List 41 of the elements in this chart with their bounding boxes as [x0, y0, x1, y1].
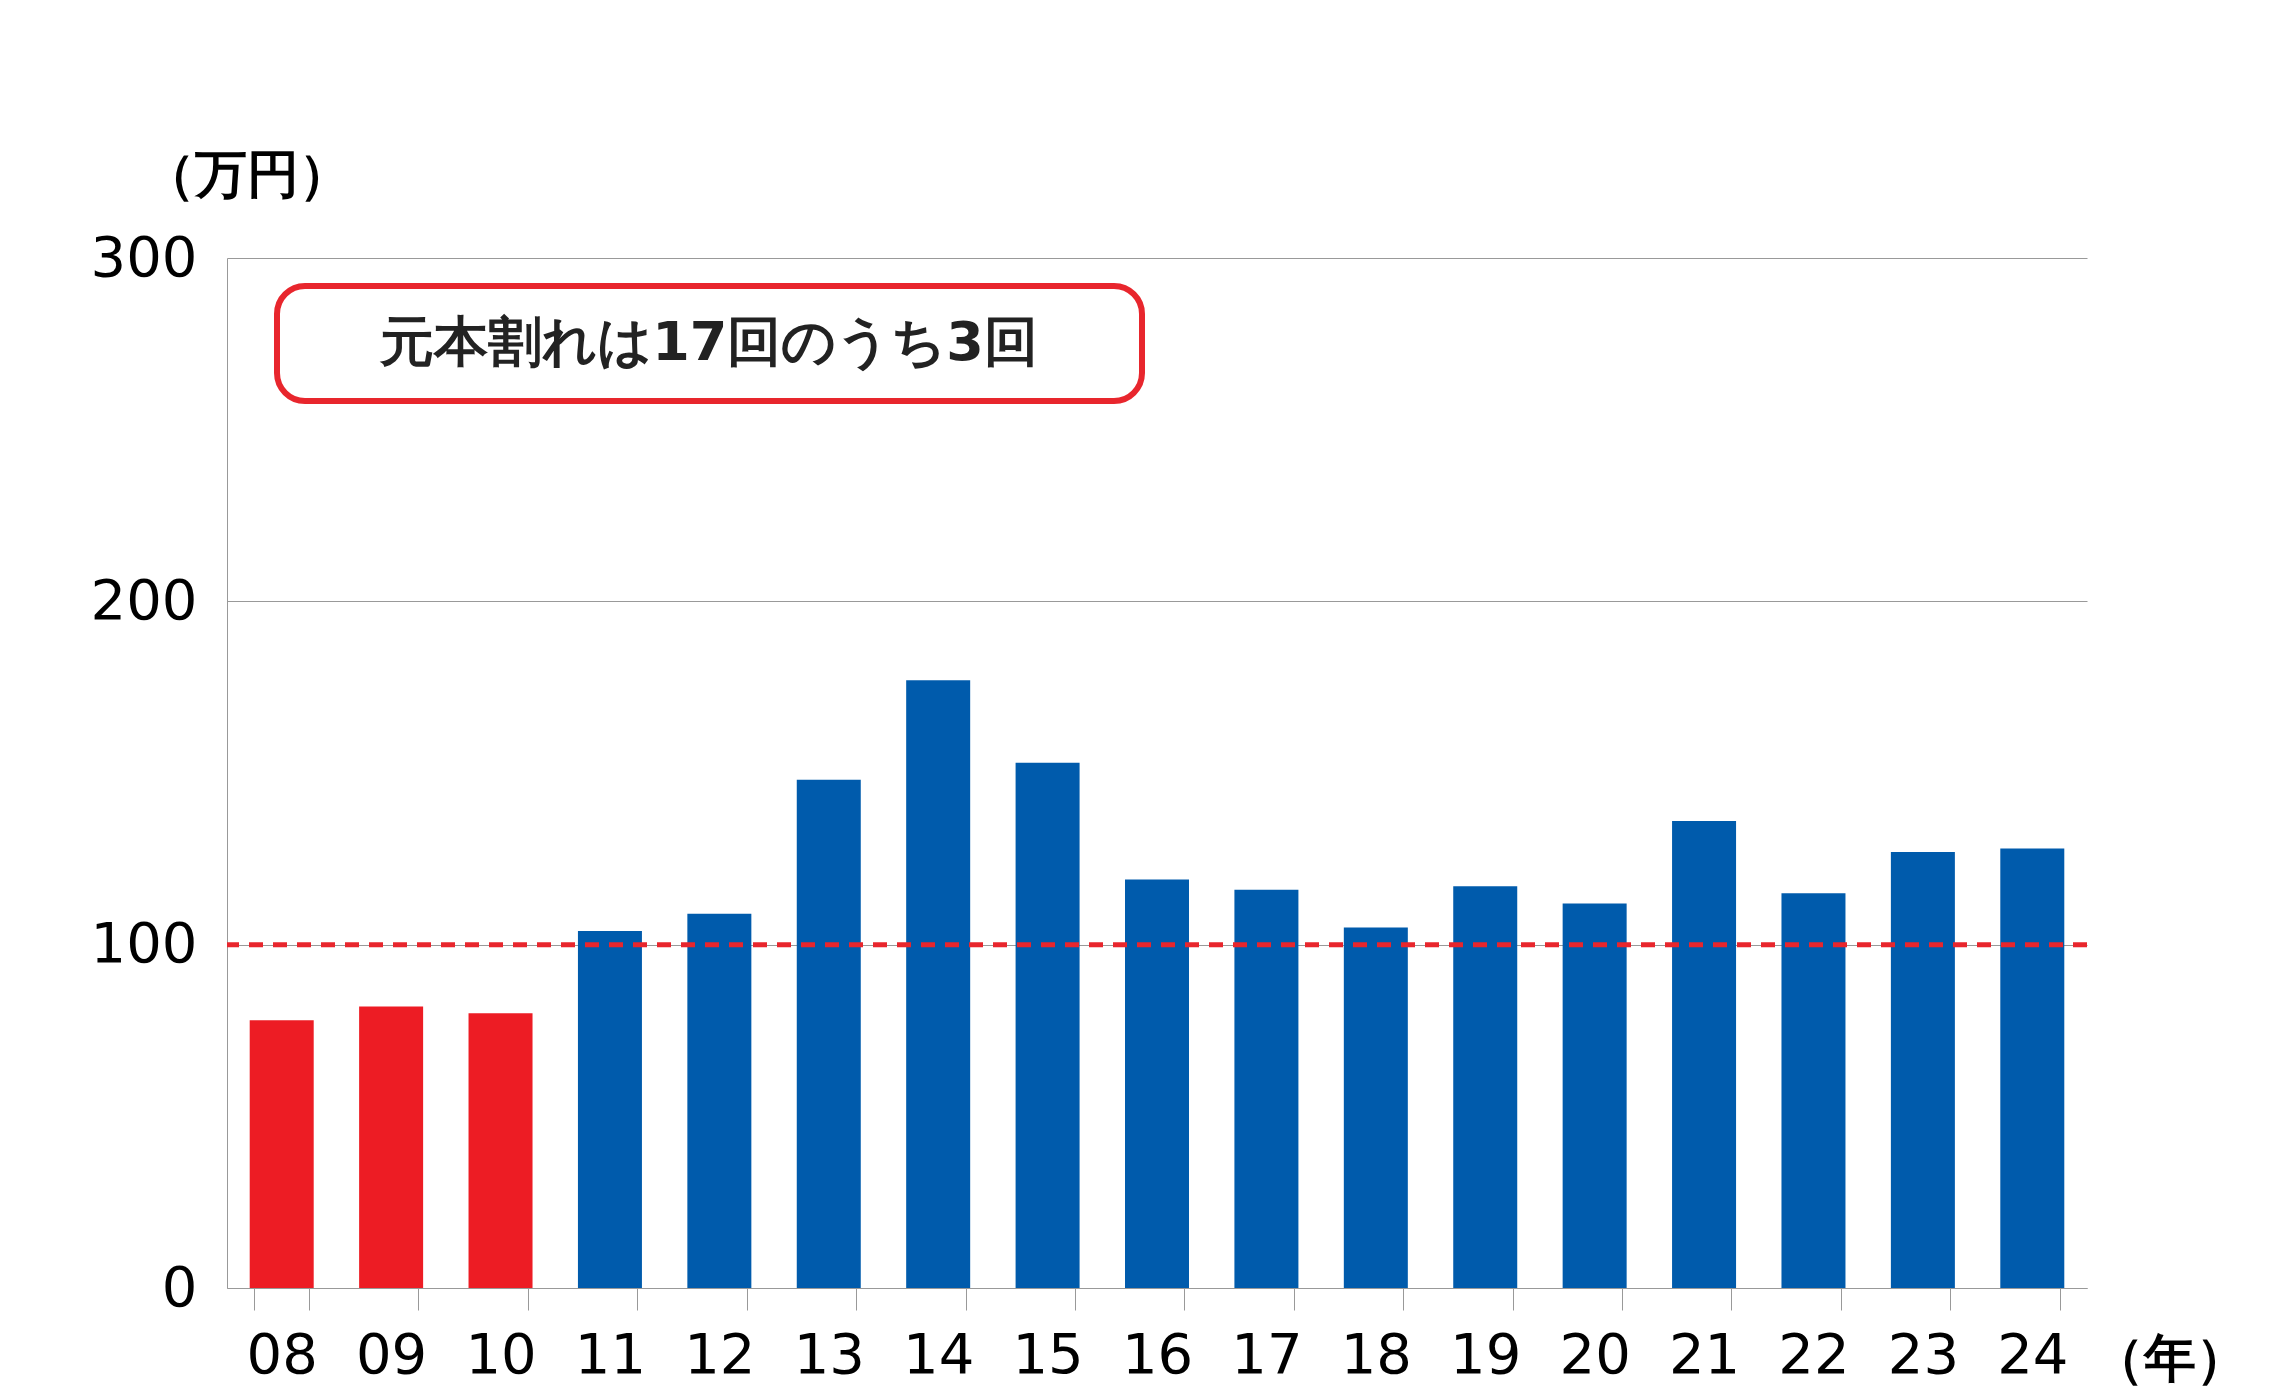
x-tick-label: 24 [1997, 1320, 2069, 1386]
y-tick-label: 300 [90, 223, 198, 289]
x-tick-label: 14 [903, 1320, 975, 1386]
bar [796, 779, 861, 1288]
x-tick-label: 09 [355, 1320, 428, 1386]
x-tick-label: 12 [684, 1320, 756, 1386]
bar [1125, 879, 1189, 1288]
y-tick-label: 0 [161, 1253, 198, 1319]
bar [1015, 762, 1080, 1288]
x-tick-label: 15 [1012, 1320, 1084, 1386]
x-tick-label: 23 [1887, 1320, 1960, 1386]
x-tick-label: 21 [1668, 1320, 1741, 1386]
x-tick-label: 19 [1450, 1320, 1522, 1386]
x-axis-title: （年） [2092, 1328, 2248, 1388]
bar [1234, 889, 1299, 1288]
x-tick-label: 17 [1231, 1320, 1303, 1386]
bar [249, 1020, 314, 1288]
x-tick-label: 16 [1121, 1320, 1194, 1386]
bar [687, 913, 752, 1288]
y-tick-label: 200 [90, 566, 198, 632]
x-tick-label: 22 [1778, 1320, 1850, 1386]
x-tick-label: 10 [465, 1320, 537, 1386]
bar [1453, 886, 1518, 1288]
bar [359, 1006, 424, 1288]
x-tick-label: 11 [574, 1320, 647, 1386]
bar [468, 1013, 533, 1288]
bar [906, 680, 971, 1288]
x-tick-label: 18 [1340, 1320, 1412, 1386]
bar [1781, 893, 1846, 1288]
bar [577, 930, 642, 1288]
y-tick-label: 100 [90, 910, 198, 976]
bar [1562, 903, 1627, 1288]
y-axis-title: （万円） [143, 144, 351, 204]
x-tick-label: 20 [1559, 1320, 1631, 1386]
annotation: 元本割れは17回のうち3回 [379, 310, 1038, 373]
x-tick-label: 08 [246, 1320, 318, 1386]
bar [1343, 927, 1408, 1288]
bar [2000, 848, 2065, 1288]
bar [1890, 851, 1955, 1288]
bar [1672, 821, 1737, 1288]
x-tick-label: 13 [793, 1320, 865, 1386]
